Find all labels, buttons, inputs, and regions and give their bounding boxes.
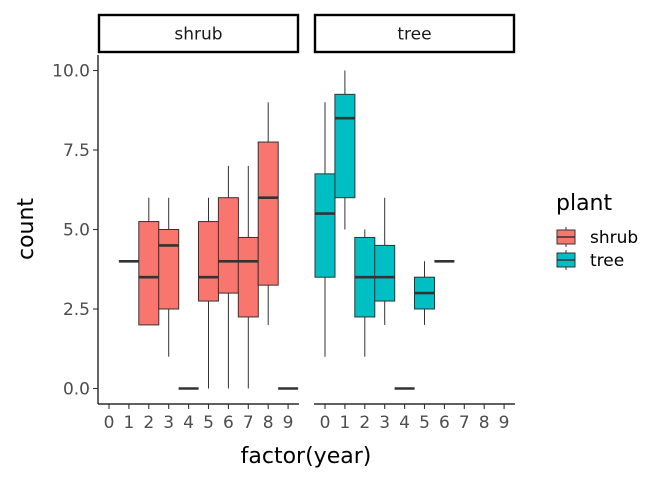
legend-label: shrub [590, 228, 638, 248]
x-tick-label: 6 [439, 413, 450, 433]
x-tick-label: 4 [183, 413, 194, 433]
box-shrub-2 [138, 197, 160, 326]
legend-keys: shrub tree [556, 227, 638, 271]
x-tick-label: 9 [499, 413, 510, 433]
box-body [334, 93, 356, 199]
legend-title: plant [556, 191, 613, 216]
box-body [257, 141, 279, 286]
panel-shrub [118, 102, 299, 390]
box-body [217, 197, 239, 294]
box-tree-5 [414, 261, 435, 325]
x-tick-label: 0 [104, 413, 115, 433]
x-tick-label: 3 [163, 413, 174, 433]
facet-strips: shrub tree [97, 13, 516, 54]
legend: plant shrub tree [556, 191, 638, 271]
x-tick-label: 3 [379, 413, 390, 433]
legend-item-tree: tree [556, 250, 624, 271]
facet-strip-tree [313, 13, 516, 54]
facet-strip-label: tree [397, 25, 431, 45]
box-body [158, 229, 180, 310]
box-body [198, 221, 219, 302]
x-tick-label: 7 [243, 413, 254, 433]
box-shrub-8 [257, 102, 279, 325]
facet-panels [118, 70, 455, 390]
box-shrub-6 [217, 165, 239, 389]
x-tick-label: 7 [459, 413, 470, 433]
x-tick-label: 8 [263, 413, 274, 433]
x-tick-label: 5 [203, 413, 214, 433]
y-tick-label: 10.0 [52, 62, 90, 82]
box-body [138, 221, 160, 326]
box-tree-1 [334, 70, 356, 230]
x-tick-label: 0 [320, 413, 331, 433]
box-tree-3 [374, 197, 396, 325]
y-tick-label: 7.5 [63, 141, 90, 161]
y-tick-label: 2.5 [63, 300, 90, 320]
x-tick-label: 6 [223, 413, 234, 433]
box-body [374, 244, 396, 302]
x-tick-label: 9 [283, 413, 294, 433]
box-tree-2 [354, 229, 376, 357]
legend-label: tree [590, 251, 624, 271]
x-tick-label: 8 [479, 413, 490, 433]
y-tick-label: 5.0 [63, 221, 90, 241]
x-axis-title: factor(year) [241, 444, 372, 469]
legend-item-shrub: shrub [556, 227, 638, 248]
box-tree-0 [314, 102, 336, 357]
x-tick-label: 2 [143, 413, 154, 433]
panel-tree [314, 70, 455, 390]
y-axis: 0.0 2.5 5.0 7.5 10.0 [52, 55, 99, 404]
box-body [314, 173, 336, 278]
box-shrub-7 [237, 165, 259, 389]
x-tick-label: 1 [123, 413, 134, 433]
y-axis-title: count [14, 198, 39, 260]
facet-strip-label: shrub [174, 25, 222, 45]
facet-strip-shrub [97, 13, 300, 54]
x-tick-label: 2 [359, 413, 370, 433]
box-shrub-3 [158, 197, 180, 357]
x-tick-label: 5 [419, 413, 430, 433]
x-tick-label: 1 [339, 413, 350, 433]
x-tick-label: 4 [399, 413, 410, 433]
box-shrub-5 [198, 197, 219, 389]
y-tick-label: 0.0 [63, 380, 90, 400]
box-body [237, 236, 259, 318]
